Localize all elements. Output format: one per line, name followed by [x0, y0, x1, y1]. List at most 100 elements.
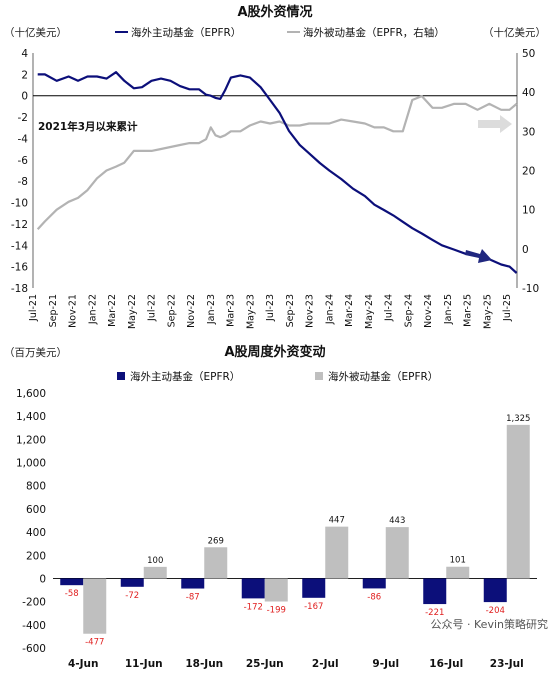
left-tick-label: -12 — [11, 219, 28, 231]
legend-passive-label: 海外被动基金（EPFR，右轴） — [303, 26, 445, 39]
bar-data-label: -221 — [425, 608, 444, 618]
bar-chart-title: A股周度外资变动 — [224, 344, 325, 360]
bar-y-tick-label: 0 — [39, 573, 46, 585]
x-tick-label: Sep-23 — [285, 294, 296, 327]
line-legend: 海外主动基金（EPFR） 海外被动基金（EPFR，右轴） — [115, 26, 445, 39]
bar-category-label: 11-Jun — [125, 658, 163, 670]
active-fund-bar — [423, 578, 447, 605]
bar-data-label: -58 — [65, 589, 79, 599]
x-tick-label: May-25 — [482, 294, 493, 329]
bar-data-label: 1,325 — [506, 414, 530, 424]
line-chart-series — [36, 71, 518, 274]
bar-y-tick-label: 1,200 — [16, 434, 46, 446]
x-tick-label: Nov-23 — [305, 294, 316, 328]
passive-fund-bar — [143, 566, 167, 579]
x-tick-label: Nov-24 — [423, 294, 434, 328]
bar-y-tick-label: 1,000 — [16, 458, 46, 470]
bar-data-label: -477 — [85, 638, 104, 648]
x-tick-label: Jan-23 — [206, 294, 217, 325]
left-tick-label: -14 — [11, 240, 28, 252]
left-tick-label: -2 — [18, 112, 28, 124]
bar-y-tick-label: 800 — [26, 481, 46, 493]
bar-y-tick-label: 400 — [26, 527, 46, 539]
passive-fund-bar — [204, 547, 228, 579]
legend-passive-swatch — [315, 372, 323, 380]
passive-fund-bar — [325, 526, 349, 579]
active-fund-bar — [120, 578, 144, 587]
right-tick-label: 50 — [522, 48, 535, 60]
legend-active-swatch — [117, 372, 125, 380]
bar-data-label: 101 — [450, 556, 466, 566]
bar-data-label: -72 — [125, 591, 139, 601]
passive-fund-bar — [264, 578, 288, 602]
x-tick-label: Sep-22 — [166, 294, 177, 327]
bar-data-label: 100 — [147, 556, 163, 566]
right-tick-label: 10 — [522, 205, 535, 217]
left-tick-label: -6 — [18, 155, 29, 167]
active-fund-bar — [241, 578, 265, 599]
bar-data-label: -204 — [486, 606, 505, 616]
active-fund-bar — [60, 578, 84, 586]
x-tick-label: May-24 — [364, 294, 375, 329]
x-tick-label: Mar-23 — [226, 294, 237, 327]
watermark: 公众号 · Kevin策略研究 — [431, 617, 548, 631]
arrow-icon — [465, 249, 492, 263]
left-tick-label: -8 — [18, 176, 28, 188]
arrow-icon — [478, 115, 512, 133]
left-axis-unit: （十亿美元） — [4, 26, 67, 39]
bar-y-tick-label: 200 — [26, 550, 46, 562]
bar-y-tick-label: -200 — [22, 597, 46, 609]
line-chart: A股外资情况 （十亿美元） （十亿美元） 海外主动基金（EPFR） 海外被动基金… — [4, 4, 546, 329]
x-tick-label: Sep-24 — [403, 294, 414, 327]
active-fund-bar — [181, 578, 205, 589]
x-tick-label: Mar-25 — [463, 294, 474, 327]
bar-category-label: 4-Jun — [68, 658, 99, 670]
x-tick-label: Jan-24 — [324, 294, 335, 325]
cumulative-annotation: 2021年3月以来累计 — [38, 120, 138, 133]
bar-category-label: 16-Jul — [429, 658, 463, 670]
bar-y-tick-label: 600 — [26, 504, 46, 516]
bar-category-label: 2-Jul — [312, 658, 339, 670]
active-fund-bar — [302, 578, 326, 598]
bar-chart: A股周度外资变动 （百万美元） 海外主动基金（EPFR） 海外被动基金（EPFR… — [4, 344, 537, 670]
bar-legend: 海外主动基金（EPFR） 海外被动基金（EPFR） — [117, 370, 438, 383]
bar-data-label: -172 — [244, 602, 263, 612]
bar-y-tick-label: -600 — [22, 643, 46, 655]
bar-data-label: -199 — [267, 606, 286, 616]
bar-data-label: -87 — [186, 593, 200, 603]
bar-category-label: 23-Jul — [490, 658, 524, 670]
x-tick-label: May-22 — [127, 294, 138, 329]
legend-active-label: 海外主动基金（EPFR） — [130, 370, 240, 383]
legend-passive-label: 海外被动基金（EPFR） — [328, 370, 438, 383]
bar-axis-unit: （百万美元） — [4, 346, 67, 359]
passive-fund-bar — [83, 578, 107, 634]
right-tick-label: 30 — [522, 126, 535, 138]
legend-active-label: 海外主动基金（EPFR） — [131, 26, 241, 39]
passive-fund-bar — [446, 566, 470, 579]
line-chart-axes: -18 -16 -14 -12 -10 -8 -6 -4 -2 0 2 4 -10 0 10 20 30 40 50… — [11, 48, 539, 329]
active-fund-bar — [362, 578, 386, 589]
passive-fund-line — [36, 95, 518, 231]
left-tick-label: -16 — [11, 262, 28, 274]
bar-category-label: 18-Jun — [185, 658, 223, 670]
x-tick-label: Mar-22 — [107, 294, 118, 327]
bar-category-label: 25-Jun — [246, 658, 284, 670]
right-axis-unit: （十亿美元） — [483, 26, 546, 39]
x-tick-label: Mar-24 — [344, 294, 355, 327]
left-tick-label: 4 — [21, 48, 28, 60]
left-tick-label: 2 — [21, 69, 28, 81]
x-tick-label: Nov-21 — [68, 294, 79, 328]
bar-data-label: -86 — [367, 592, 381, 602]
right-tick-label: 20 — [522, 166, 535, 178]
right-tick-label: 0 — [522, 244, 529, 256]
right-tick-label: -10 — [522, 283, 539, 295]
bar-y-tick-label: -400 — [22, 620, 46, 632]
left-tick-label: 0 — [21, 91, 28, 103]
x-tick-label: Jul-23 — [265, 294, 276, 322]
line-chart-title: A股外资情况 — [237, 4, 312, 20]
passive-fund-bar — [506, 424, 530, 579]
x-tick-label: May-23 — [245, 294, 256, 329]
active-fund-bar — [483, 578, 507, 603]
x-tick-label: Jan-25 — [443, 294, 454, 325]
